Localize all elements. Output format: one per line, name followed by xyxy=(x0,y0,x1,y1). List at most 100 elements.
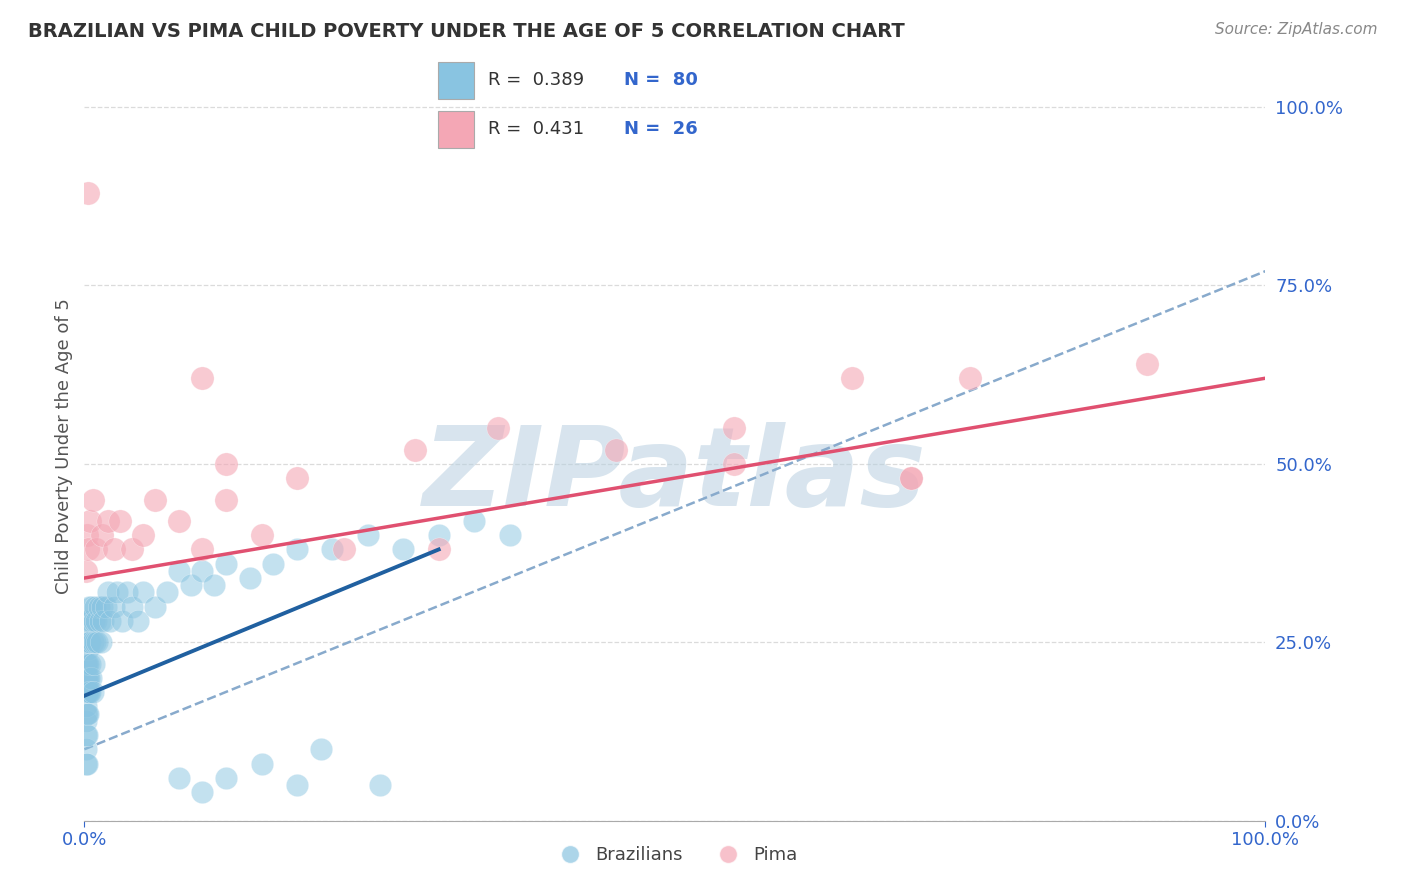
Point xyxy=(250,528,273,542)
Point xyxy=(285,778,308,792)
Point xyxy=(215,457,238,471)
Point xyxy=(841,371,863,385)
Point xyxy=(723,457,745,471)
Point xyxy=(167,564,190,578)
FancyBboxPatch shape xyxy=(439,111,474,148)
Point xyxy=(132,585,155,599)
Point xyxy=(368,778,391,792)
Legend: Brazilians, Pima: Brazilians, Pima xyxy=(546,839,804,871)
Point xyxy=(97,585,120,599)
Point xyxy=(959,371,981,385)
Point xyxy=(143,492,166,507)
Point xyxy=(75,728,97,742)
Point xyxy=(75,671,97,685)
Point xyxy=(79,685,101,699)
Point xyxy=(76,706,98,721)
Text: R =  0.431: R = 0.431 xyxy=(488,120,583,138)
Point xyxy=(191,542,214,557)
Point xyxy=(77,706,100,721)
Point xyxy=(156,585,179,599)
Point xyxy=(77,685,100,699)
Point xyxy=(321,542,343,557)
Point xyxy=(91,528,114,542)
Point xyxy=(121,542,143,557)
Point xyxy=(82,492,104,507)
Point xyxy=(76,685,98,699)
Point xyxy=(404,442,426,457)
Text: ZIPatlas: ZIPatlas xyxy=(423,423,927,530)
Point xyxy=(605,442,627,457)
Point xyxy=(76,635,98,649)
Point xyxy=(84,542,107,557)
Point xyxy=(77,671,100,685)
Point xyxy=(75,657,97,671)
Point xyxy=(76,728,98,742)
Point xyxy=(115,585,138,599)
Point xyxy=(76,671,98,685)
Point xyxy=(77,671,100,685)
Point xyxy=(75,714,97,728)
Point xyxy=(80,599,103,614)
Point xyxy=(392,542,415,557)
Point xyxy=(82,685,104,699)
Point xyxy=(75,564,97,578)
Point xyxy=(91,614,114,628)
Point xyxy=(79,635,101,649)
Point xyxy=(191,785,214,799)
Point xyxy=(77,657,100,671)
Point xyxy=(77,542,100,557)
Point xyxy=(76,756,98,771)
Point xyxy=(191,564,214,578)
Point xyxy=(357,528,380,542)
Point xyxy=(94,599,117,614)
Text: Source: ZipAtlas.com: Source: ZipAtlas.com xyxy=(1215,22,1378,37)
Y-axis label: Child Poverty Under the Age of 5: Child Poverty Under the Age of 5 xyxy=(55,298,73,594)
Point xyxy=(143,599,166,614)
Point xyxy=(75,685,97,699)
Point xyxy=(180,578,202,592)
Point xyxy=(723,421,745,435)
Point xyxy=(132,528,155,542)
Point xyxy=(87,599,110,614)
Point xyxy=(75,742,97,756)
Text: N =  80: N = 80 xyxy=(624,71,697,89)
Point xyxy=(80,671,103,685)
Point xyxy=(333,542,356,557)
Point xyxy=(75,699,97,714)
Point xyxy=(167,514,190,528)
Point xyxy=(75,706,97,721)
Point xyxy=(900,471,922,485)
Point xyxy=(77,635,100,649)
Point xyxy=(86,635,108,649)
Point xyxy=(77,685,100,699)
Point xyxy=(262,557,284,571)
Point xyxy=(77,642,100,657)
Point xyxy=(76,614,98,628)
Point xyxy=(215,492,238,507)
Point xyxy=(239,571,262,585)
Point xyxy=(83,657,105,671)
Point xyxy=(498,528,520,542)
Point xyxy=(82,635,104,649)
Text: R =  0.389: R = 0.389 xyxy=(488,71,583,89)
Point xyxy=(215,557,238,571)
Point xyxy=(127,614,149,628)
Point xyxy=(84,614,107,628)
Point xyxy=(202,578,225,592)
Point xyxy=(111,614,134,628)
Point xyxy=(75,635,97,649)
Point xyxy=(191,371,214,385)
Point xyxy=(103,599,125,614)
Point xyxy=(79,657,101,671)
Point xyxy=(98,614,121,628)
Point xyxy=(427,542,450,557)
Point xyxy=(285,542,308,557)
Point xyxy=(84,599,107,614)
Point xyxy=(121,599,143,614)
Point xyxy=(77,614,100,628)
Point xyxy=(89,614,111,628)
Point xyxy=(463,514,485,528)
Point xyxy=(79,614,101,628)
Point xyxy=(90,635,112,649)
Point xyxy=(79,514,101,528)
